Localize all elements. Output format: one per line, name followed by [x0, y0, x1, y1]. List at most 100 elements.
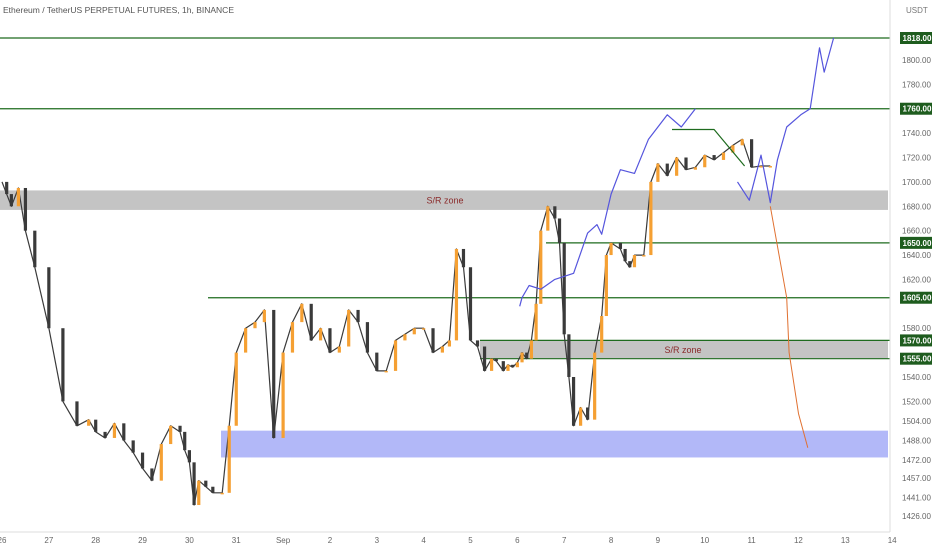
y-tick-label: 1700.00: [902, 178, 931, 187]
price-candle: [393, 340, 398, 371]
y-tick-label: 1640.00: [902, 251, 931, 260]
y-tick-label: 1680.00: [902, 202, 931, 211]
price-candle: [422, 328, 426, 330]
price-candle: [447, 340, 452, 347]
price-candle: [684, 157, 688, 170]
price-candle: [5, 181, 9, 195]
x-tick-label: 8: [609, 536, 614, 545]
y-tick-label: 1580.00: [902, 324, 931, 333]
price-candle: [178, 425, 182, 432]
price-candle: [183, 431, 187, 451]
x-tick-label: 9: [656, 536, 661, 545]
x-tick-label: 13: [841, 536, 850, 545]
price-candle: [356, 309, 360, 323]
price-candle: [122, 423, 126, 441]
price-candle: [253, 322, 257, 329]
price-candle: [309, 303, 313, 341]
price-candle: [337, 346, 341, 353]
chart-title: Ethereum / TetherUS PERPETUAL FUTURES, 1…: [3, 5, 234, 15]
price-candle: [740, 139, 744, 146]
price-candle: [656, 163, 660, 182]
price-candle: [16, 187, 20, 207]
price-candle: [553, 206, 557, 219]
price-candle: [103, 431, 107, 438]
price-candle: [281, 352, 285, 438]
price-candle: [23, 187, 28, 231]
projection-path-down: [769, 206, 809, 448]
sr-zone: [0, 190, 888, 210]
price-candle: [300, 303, 304, 323]
price-candle: [75, 401, 79, 426]
x-tick-label: 12: [794, 536, 803, 545]
x-tick-label: 4: [421, 536, 426, 545]
price-candle: [94, 419, 98, 432]
price-candle: [571, 376, 576, 426]
y-tick-label: 1720.00: [902, 154, 931, 163]
price-candle: [750, 139, 754, 168]
x-tick-label: 3: [375, 536, 380, 545]
price-candle: [546, 206, 550, 231]
price-candle: [600, 316, 604, 353]
price-candle: [159, 444, 163, 481]
price-candle: [440, 346, 444, 353]
y-tick-label: 1504.00: [902, 417, 931, 426]
price-candle: [703, 155, 707, 168]
price-candle: [365, 322, 370, 353]
price-candle: [272, 309, 276, 438]
price-candle: [375, 352, 379, 371]
level-badge-label: 1818.00: [903, 34, 932, 43]
price-candle: [675, 157, 679, 176]
price-candle: [628, 261, 632, 268]
y-tick-label: 1540.00: [902, 373, 931, 382]
x-tick-label: 7: [562, 536, 567, 545]
demand-zone: [221, 430, 888, 458]
price-candle: [412, 328, 416, 335]
sr-zone: [480, 340, 888, 359]
level-badge: [900, 334, 932, 347]
price-candle: [539, 230, 543, 304]
price-candle: [431, 328, 435, 353]
price-candle: [9, 194, 13, 207]
x-tick-label: 31: [232, 536, 241, 545]
sr-zone-label: S/R zone: [426, 196, 463, 206]
price-candle: [721, 152, 726, 160]
price-candle: [461, 248, 466, 268]
x-tick-label: 27: [44, 536, 53, 545]
price-candle: [290, 322, 295, 353]
price-candle: [468, 267, 473, 341]
sr-zone-label: S/R zone: [664, 345, 701, 355]
level-badge-label: 1760.00: [903, 105, 932, 114]
x-tick-label: 28: [91, 536, 100, 545]
price-candle: [204, 480, 208, 487]
price-candle: [244, 328, 248, 353]
level-badge: [900, 32, 932, 44]
price-candle: [649, 181, 653, 256]
price-candle: [623, 248, 627, 262]
level-badge: [900, 352, 932, 365]
y-tick-label: 1457.00: [902, 474, 931, 483]
price-candle: [262, 309, 266, 323]
price-candle: [87, 419, 91, 426]
price-candle: [494, 358, 498, 362]
price-candle: [192, 462, 196, 506]
y-tick-label: 1620.00: [902, 275, 931, 284]
x-tick-label: 10: [700, 536, 709, 545]
y-tick-label: 1472.00: [902, 456, 931, 465]
price-candle: [112, 423, 117, 438]
triangle-pattern: [672, 128, 746, 167]
y-tick-label: 1441.00: [902, 494, 931, 503]
price-candle: [515, 362, 519, 368]
x-tick-label: 29: [138, 536, 147, 545]
x-tick-label: 11: [747, 536, 756, 545]
price-candle: [489, 358, 494, 371]
price-candle: [347, 309, 351, 347]
price-candle: [520, 352, 524, 363]
y-tick-label: 1660.00: [902, 227, 931, 236]
price-candle: [712, 155, 716, 160]
x-tick-label: 6: [515, 536, 520, 545]
price-candle: [529, 340, 534, 359]
y-tick-label: 1488.00: [902, 436, 931, 445]
price-candle: [211, 486, 215, 493]
